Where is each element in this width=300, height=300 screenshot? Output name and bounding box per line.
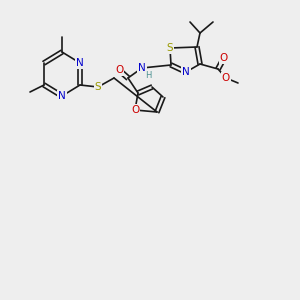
Text: O: O: [131, 105, 139, 115]
Text: S: S: [95, 82, 101, 92]
Text: O: O: [222, 73, 230, 83]
Text: O: O: [220, 53, 228, 63]
Text: N: N: [76, 58, 84, 68]
Text: N: N: [58, 91, 66, 101]
Text: N: N: [138, 63, 146, 73]
Text: N: N: [182, 67, 190, 77]
Text: H: H: [145, 71, 151, 80]
Text: O: O: [115, 65, 123, 75]
Text: S: S: [167, 43, 173, 53]
